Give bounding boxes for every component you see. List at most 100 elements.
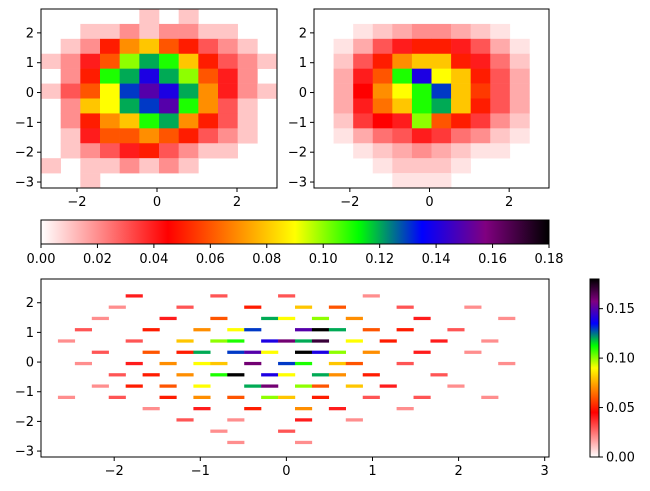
- b-cell: [159, 361, 177, 366]
- tl-cell: [80, 53, 101, 69]
- tl-cell: [178, 83, 199, 99]
- tl-cell: [119, 128, 140, 144]
- colorbar-h-tick-label: 0.02: [83, 252, 112, 267]
- tl-cell: [159, 143, 179, 159]
- b-xtick-label: 1: [368, 464, 376, 479]
- b-cell: [227, 440, 245, 445]
- tr-cell: [333, 113, 354, 129]
- tr-ytick-label: −3: [288, 176, 307, 191]
- tr-cell: [353, 128, 374, 144]
- tl-cell: [60, 68, 81, 84]
- b-cell: [396, 361, 414, 366]
- tl-cell: [159, 53, 179, 69]
- tr-cell: [353, 143, 374, 159]
- tr-cell: [490, 143, 511, 159]
- b-cell: [295, 418, 313, 422]
- tl-cell: [237, 128, 258, 144]
- tr-cell: [451, 158, 471, 174]
- b-cell: [176, 350, 194, 354]
- tl-cell: [80, 83, 101, 99]
- tr-cell: [431, 23, 452, 40]
- b-cell: [295, 339, 313, 343]
- b-cell: [396, 305, 414, 309]
- b-cell: [244, 305, 262, 309]
- tr-cell: [411, 128, 432, 144]
- b-cell: [91, 384, 109, 388]
- b-cell: [244, 361, 262, 366]
- tl-cell: [119, 113, 140, 129]
- b-cell: [498, 361, 516, 366]
- tl-cell: [218, 23, 238, 40]
- tl-cell: [100, 143, 120, 159]
- tr-cell: [353, 98, 374, 114]
- b-cell: [227, 339, 245, 343]
- b-cell: [481, 339, 499, 343]
- tr-cell: [431, 53, 452, 69]
- b-ytick-label: 1: [26, 326, 34, 341]
- tr-cell: [470, 68, 491, 84]
- colorbar-v-tick-label: 0.15: [606, 302, 635, 317]
- tl-cell: [60, 128, 81, 144]
- b-cell: [193, 328, 211, 332]
- tl-cell: [159, 113, 179, 129]
- tr-cell: [411, 98, 432, 114]
- heatmap-panel-top-left: −2 0 2 −3 −2 −1 0 1 2: [15, 8, 278, 210]
- tl-cell: [100, 23, 120, 40]
- b-cell: [311, 384, 330, 388]
- tr-cell: [333, 83, 354, 99]
- tl-cell: [139, 113, 160, 129]
- tr-cell: [431, 158, 452, 174]
- tr-cell: [411, 173, 432, 189]
- colorbar-v-tick-label: 0.10: [606, 352, 635, 367]
- tr-cell: [509, 53, 530, 69]
- b-cell: [413, 316, 431, 321]
- b-cell: [57, 395, 76, 399]
- tl-cell: [139, 128, 160, 144]
- b-cell: [498, 316, 516, 321]
- tr-cell: [431, 143, 452, 159]
- tl-cell: [178, 128, 199, 144]
- tl-cell: [237, 53, 258, 69]
- tr-cell: [353, 83, 374, 99]
- tl-cell: [119, 23, 140, 40]
- b-cell: [244, 384, 262, 388]
- tl-cell: [80, 128, 101, 144]
- tl-cell: [80, 143, 101, 159]
- tl-cell: [139, 143, 160, 159]
- tl-cell: [237, 98, 258, 114]
- tr-cell: [353, 23, 374, 40]
- tl-cell: [119, 143, 140, 159]
- tl-cell: [237, 38, 258, 55]
- b-cell: [159, 384, 177, 388]
- tr-cell: [411, 68, 432, 84]
- b-cell: [261, 384, 279, 388]
- tl-cell: [218, 83, 238, 99]
- colorbar-h-tick-label: 0.04: [139, 252, 168, 267]
- heatmap-panel-top-right: −2 0 2 −3 −2 −1 0 1 2: [288, 8, 550, 210]
- b-cell: [311, 395, 330, 399]
- tl-cell: [257, 53, 278, 69]
- tr-cell: [353, 53, 374, 69]
- tr-cell: [333, 68, 354, 84]
- tl-cell: [218, 128, 238, 144]
- b-cell: [227, 418, 245, 422]
- tr-cell: [353, 68, 374, 84]
- b-xtick-label: 0: [282, 464, 290, 479]
- colorbar-h-frame: [40, 219, 550, 245]
- tl-cell: [119, 158, 140, 174]
- tr-cell: [392, 143, 413, 159]
- tr-cell: [431, 68, 452, 84]
- tl-cell: [159, 98, 179, 114]
- b-cell: [210, 316, 228, 321]
- b-cell: [413, 350, 431, 354]
- tr-xtick-label: 0: [425, 195, 433, 210]
- b-cell: [159, 395, 177, 399]
- tl-cell: [198, 143, 219, 159]
- tl-cell: [218, 68, 238, 84]
- b-xtick-label: −1: [191, 464, 210, 479]
- tr-cell: [392, 68, 413, 84]
- b-cell: [261, 316, 279, 321]
- tl-cell: [139, 23, 160, 40]
- tl-cell: [159, 158, 179, 174]
- b-cell: [142, 407, 160, 411]
